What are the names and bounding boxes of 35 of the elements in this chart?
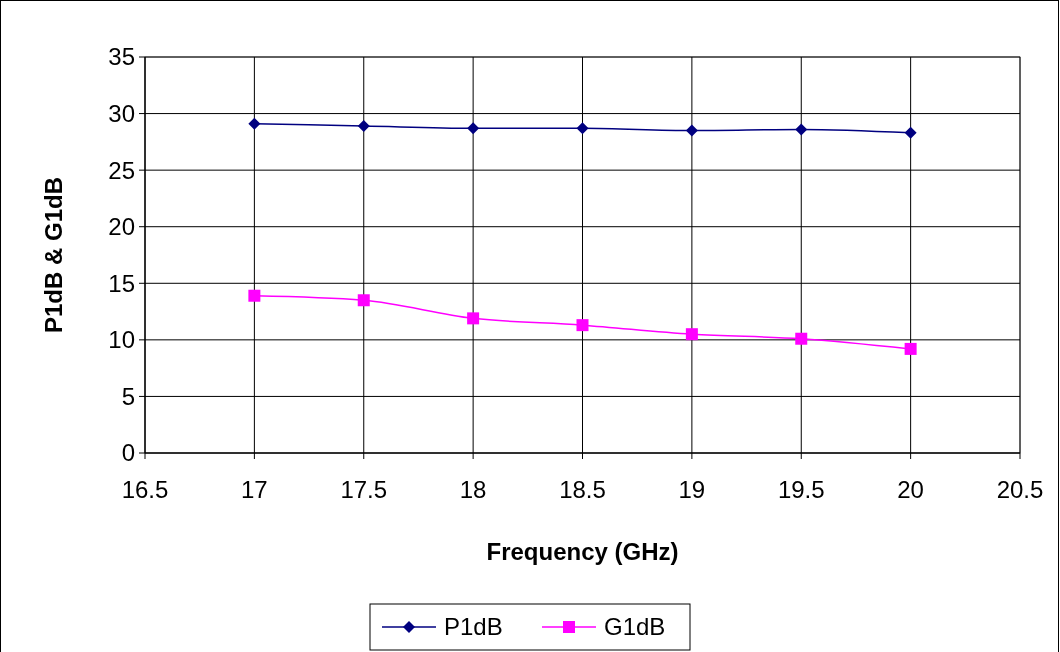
y-tick-label: 10 xyxy=(108,326,135,354)
x-tick-label: 19.5 xyxy=(777,476,825,503)
point xyxy=(795,123,808,136)
point xyxy=(576,122,589,135)
point xyxy=(357,120,370,133)
point xyxy=(467,312,480,325)
x-tick-label: 19 xyxy=(678,476,706,503)
x-tick-label: 18 xyxy=(459,476,487,503)
legend-label: G1dB xyxy=(604,613,666,641)
y-tick-label: 5 xyxy=(121,382,135,410)
point xyxy=(685,124,698,137)
x-axis-title: Frequency (GHz) xyxy=(486,538,679,565)
point xyxy=(357,294,370,307)
point xyxy=(904,126,917,139)
point xyxy=(576,319,589,332)
y-tick-label: 0 xyxy=(121,439,135,467)
x-tick-label: 16.5 xyxy=(121,476,169,503)
y-tick-label: 15 xyxy=(108,269,135,297)
point xyxy=(904,342,917,355)
point xyxy=(248,289,261,302)
point xyxy=(685,328,698,341)
y-tick-label: 30 xyxy=(108,99,135,127)
point xyxy=(795,332,808,345)
x-tick-label: 20.5 xyxy=(996,476,1044,503)
y-tick-label: 25 xyxy=(108,156,135,184)
legend-label: P1dB xyxy=(444,613,503,641)
x-tick-label: 18.5 xyxy=(559,476,606,503)
y-tick-label: 20 xyxy=(108,213,135,241)
y-axis-title: P1dB & G1dB xyxy=(40,176,67,334)
x-tick-label: 17.5 xyxy=(340,476,388,503)
y-tick-label: 35 xyxy=(108,43,135,71)
x-tick-label: 17 xyxy=(241,476,268,503)
point xyxy=(467,122,480,135)
point xyxy=(248,117,261,130)
x-tick-label: 20 xyxy=(897,476,924,503)
